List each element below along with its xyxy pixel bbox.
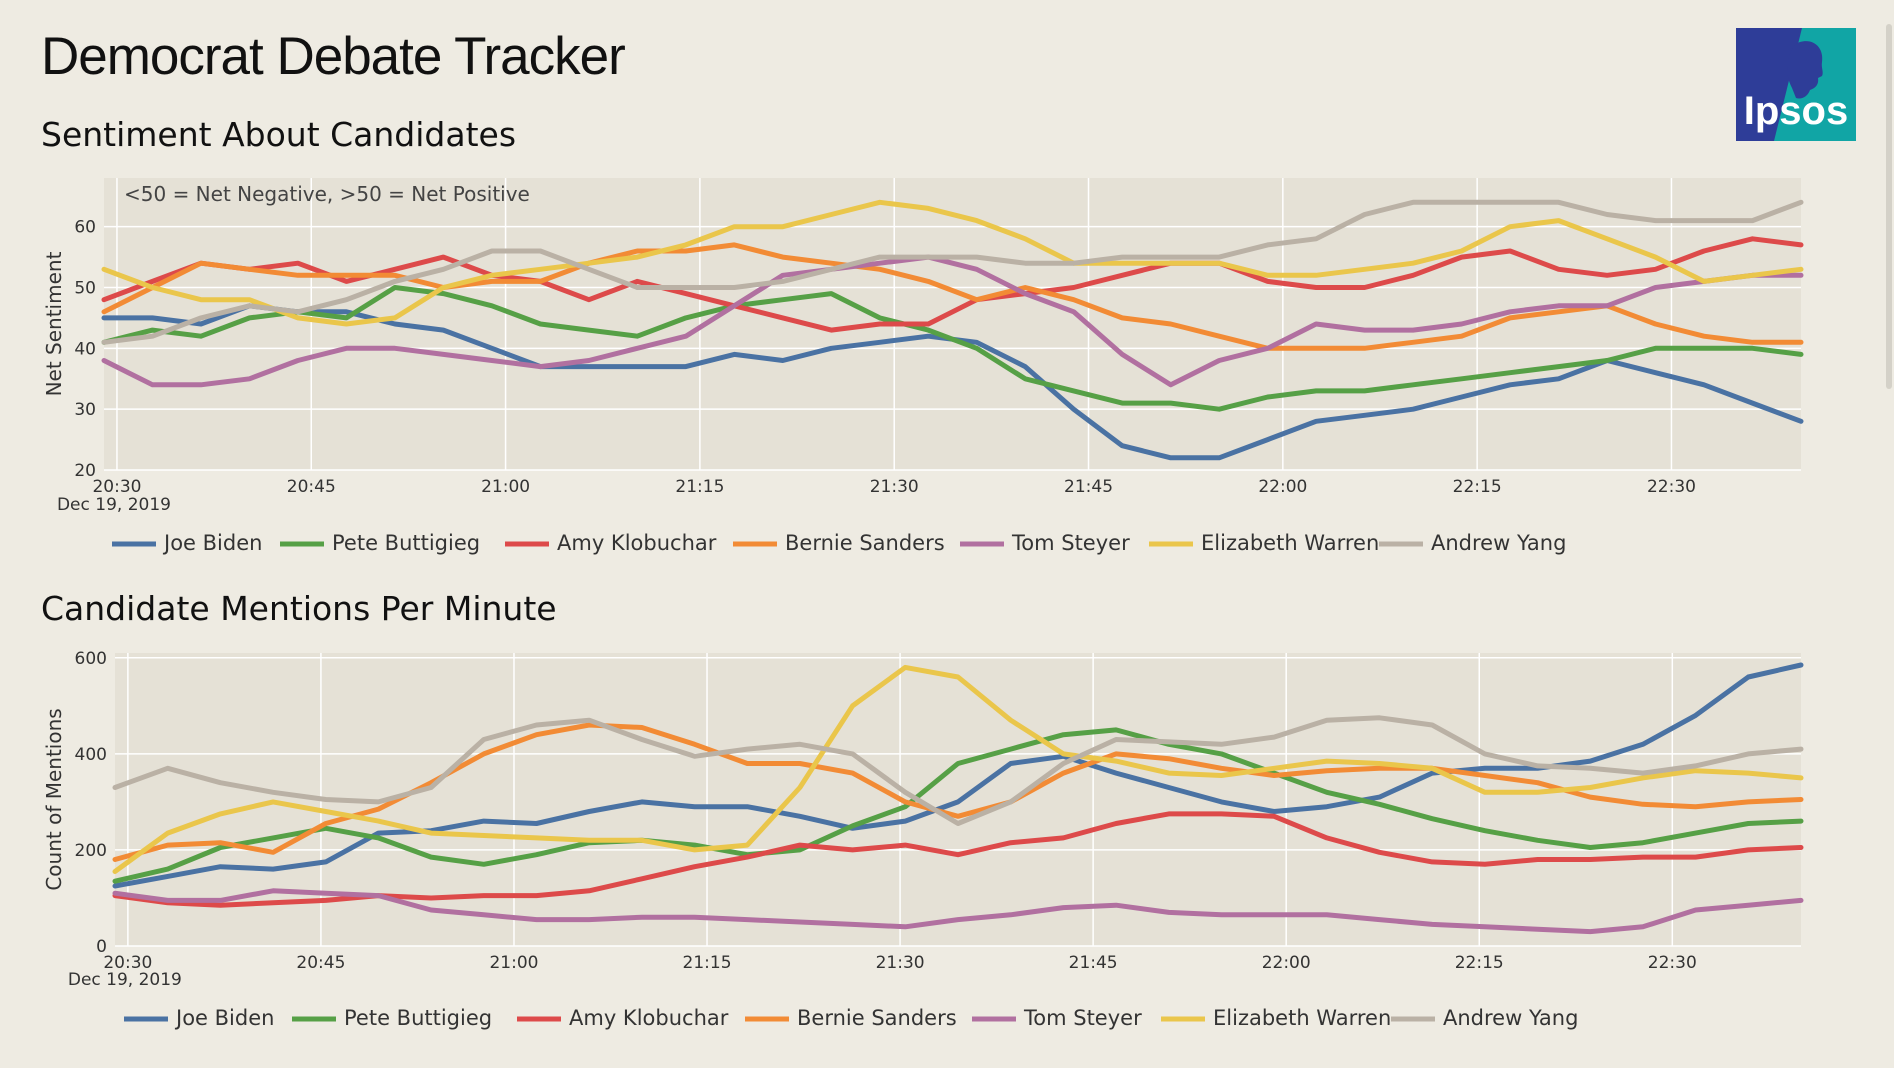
series-line-joe-biden[interactable] [112,662,1804,889]
page-title: Democrat Debate Tracker [41,27,626,86]
page-scrollbar[interactable] [1886,24,1892,389]
y-axis-title: Count of Mentions [42,708,66,890]
chart-annotation: <50 = Net Negative, >50 = Net Positive [124,182,530,206]
legend-item-tom-steyer[interactable]: Tom Steyer [960,531,1130,555]
legend-item-bernie-sanders[interactable]: Bernie Sanders [733,531,945,555]
ipsos-logo[interactable]: Ipsos [1736,28,1856,141]
legend-item-elizabeth-warren[interactable]: Elizabeth Warren [1161,1006,1391,1030]
logo-text: Ipsos [1744,89,1848,133]
legend-label: Tom Steyer [1011,531,1130,555]
legend-item-amy-klobuchar[interactable]: Amy Klobuchar [517,1006,729,1030]
x-tick-label: 20:45 [287,477,336,497]
legend-item-pete-buttigieg[interactable]: Pete Buttigieg [292,1006,492,1030]
y-axis-title: Net Sentiment [42,251,66,396]
series-line-amy-klobuchar[interactable] [101,236,1804,333]
series-line-bernie-sanders[interactable] [112,722,1804,862]
legend-label: Bernie Sanders [797,1006,957,1030]
y-tick-label: 50 [74,279,96,299]
legend-item-tom-steyer[interactable]: Tom Steyer [972,1006,1142,1030]
x-tick-label: 22:15 [1453,477,1502,497]
x-tick-label: 21:45 [1069,953,1118,973]
series-line-tom-steyer[interactable] [112,888,1804,935]
legend-item-elizabeth-warren[interactable]: Elizabeth Warren [1149,531,1379,555]
x-tick-label: 20:45 [296,953,345,973]
legend-label: Amy Klobuchar [569,1006,729,1030]
x-tick-label: 21:30 [870,477,919,497]
legend-item-andrew-yang[interactable]: Andrew Yang [1379,531,1566,555]
y-tick-label: 400 [75,745,107,765]
legend-label: Andrew Yang [1431,531,1566,555]
series-line-andrew-yang[interactable] [101,199,1804,345]
legend-label: Joe Biden [162,531,262,555]
legend-label: Pete Buttigieg [332,531,480,555]
series-line-pete-buttigieg[interactable] [112,727,1804,884]
series-line-elizabeth-warren[interactable] [101,199,1804,327]
y-tick-label: 200 [75,841,107,861]
legend-label: Joe Biden [174,1006,274,1030]
legend-item-amy-klobuchar[interactable]: Amy Klobuchar [505,531,717,555]
legend-label: Elizabeth Warren [1213,1006,1391,1030]
series-line-amy-klobuchar[interactable] [112,811,1804,908]
series-line-pete-buttigieg[interactable] [101,285,1804,412]
x-tick-label: 20:30 [92,477,141,497]
x-date-label: Dec 19, 2019 [57,495,171,515]
legend-item-bernie-sanders[interactable]: Bernie Sanders [745,1006,957,1030]
series-line-tom-steyer[interactable] [101,254,1804,388]
legend-item-pete-buttigieg[interactable]: Pete Buttigieg [280,531,480,555]
x-date-label: Dec 19, 2019 [68,970,182,990]
legend-item-joe-biden[interactable]: Joe Biden [124,1006,274,1030]
x-tick-label: 22:15 [1455,953,1504,973]
y-tick-label: 30 [74,400,96,420]
x-tick-label: 22:00 [1262,953,1311,973]
legend-label: Bernie Sanders [785,531,945,555]
legend-label: Amy Klobuchar [557,531,717,555]
y-tick-label: 600 [75,649,107,669]
x-tick-label: 21:00 [481,477,530,497]
legend-label: Andrew Yang [1443,1006,1578,1030]
series-line-bernie-sanders[interactable] [101,242,1804,351]
logo-profile-icon [1787,41,1823,99]
y-tick-label: 60 [74,218,96,238]
legend-label: Pete Buttigieg [344,1006,492,1030]
x-tick-label: 21:30 [876,953,925,973]
x-tick-label: 22:00 [1258,477,1307,497]
x-tick-label: 21:00 [489,953,538,973]
y-tick-label: 20 [74,461,96,481]
x-tick-label: 22:30 [1647,477,1696,497]
x-tick-label: 20:30 [103,953,152,973]
sentiment-chart-title: Sentiment About Candidates [41,115,517,154]
x-tick-label: 21:15 [675,477,724,497]
legend-item-andrew-yang[interactable]: Andrew Yang [1391,1006,1578,1030]
y-tick-label: 0 [96,937,107,957]
series-line-andrew-yang[interactable] [112,715,1804,826]
legend-label: Tom Steyer [1023,1006,1142,1030]
x-tick-label: 21:15 [683,953,732,973]
x-tick-label: 22:30 [1648,953,1697,973]
legend-item-joe-biden[interactable]: Joe Biden [112,531,262,555]
y-tick-label: 40 [74,339,96,359]
legend-label: Elizabeth Warren [1201,531,1379,555]
mentions-chart-title: Candidate Mentions Per Minute [41,589,557,628]
series-line-elizabeth-warren[interactable] [112,664,1804,874]
x-tick-label: 21:45 [1064,477,1113,497]
